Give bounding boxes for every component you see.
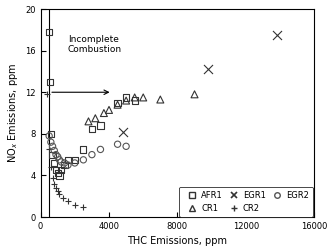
CR1 [124, 99, 129, 103]
AFR1 [81, 147, 86, 151]
CR1 [192, 92, 197, 96]
EGR1 [120, 130, 125, 134]
CR2 [45, 92, 50, 96]
X-axis label: THC Emissions, ppm: THC Emissions, ppm [128, 236, 227, 246]
AFR1 [89, 127, 95, 131]
EGR2 [72, 161, 78, 165]
CR2 [81, 205, 86, 209]
CR1 [86, 119, 91, 123]
EGR2 [57, 158, 62, 162]
AFR1 [59, 168, 64, 172]
AFR1 [47, 30, 52, 34]
AFR1 [55, 171, 60, 175]
CR1 [132, 96, 137, 100]
AFR1 [115, 101, 120, 105]
AFR1 [98, 123, 103, 128]
CR1 [141, 96, 146, 100]
CR2 [55, 189, 60, 193]
Y-axis label: NO$_x$ Emissions, ppm: NO$_x$ Emissions, ppm [6, 63, 20, 163]
EGR2 [124, 144, 129, 148]
CR2 [47, 147, 52, 151]
AFR1 [50, 153, 55, 157]
CR2 [48, 165, 54, 169]
EGR1 [205, 67, 211, 71]
AFR1 [62, 163, 67, 167]
EGR2 [47, 134, 52, 138]
AFR1 [52, 161, 57, 165]
AFR1 [48, 132, 54, 136]
CR2 [60, 196, 66, 200]
AFR1 [57, 173, 62, 177]
AFR1 [72, 158, 78, 162]
CR2 [57, 192, 62, 196]
Legend: AFR1, CR1, EGR1, CR2, EGR2: AFR1, CR1, EGR1, CR2, EGR2 [179, 186, 313, 217]
CR1 [101, 111, 107, 115]
EGR2 [53, 153, 59, 157]
EGR1 [274, 33, 279, 37]
EGR2 [81, 158, 86, 162]
EGR2 [98, 147, 103, 151]
EGR2 [115, 142, 120, 146]
EGR2 [59, 160, 64, 164]
AFR1 [124, 96, 129, 100]
Text: Incomplete
Combustion: Incomplete Combustion [68, 35, 122, 54]
AFR1 [132, 99, 137, 103]
CR2 [65, 199, 71, 203]
EGR2 [62, 161, 67, 165]
AFR1 [47, 80, 53, 84]
CR2 [52, 182, 57, 186]
CR1 [158, 98, 163, 102]
CR2 [53, 186, 59, 190]
AFR1 [53, 168, 59, 172]
CR1 [115, 103, 120, 107]
EGR2 [55, 155, 60, 159]
EGR2 [52, 148, 57, 152]
CR1 [93, 116, 98, 120]
AFR1 [65, 158, 71, 162]
EGR2 [50, 144, 55, 148]
EGR2 [65, 163, 71, 167]
CR1 [106, 108, 112, 112]
CR2 [50, 175, 55, 179]
EGR2 [48, 140, 54, 144]
CR2 [72, 203, 78, 207]
EGR2 [89, 153, 95, 157]
